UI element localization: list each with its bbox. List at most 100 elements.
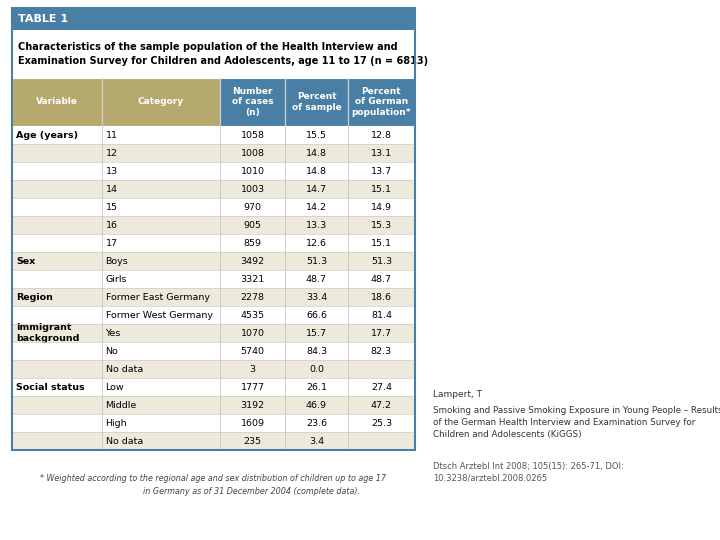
Bar: [12, 8, 415, 450]
Text: Region: Region: [16, 293, 53, 301]
Text: Former East Germany: Former East Germany: [106, 293, 210, 301]
Text: 12: 12: [106, 148, 117, 158]
Bar: [220, 78, 285, 126]
Bar: [12, 396, 415, 414]
Bar: [12, 126, 415, 144]
Text: 1777: 1777: [240, 382, 265, 392]
Text: 51.3: 51.3: [371, 256, 392, 266]
Bar: [12, 414, 415, 432]
Text: 17: 17: [106, 239, 117, 247]
Bar: [12, 30, 415, 78]
Bar: [12, 306, 415, 324]
Bar: [102, 78, 220, 126]
Text: 14.2: 14.2: [306, 202, 327, 212]
Text: 81.4: 81.4: [371, 310, 392, 320]
Text: 2278: 2278: [240, 293, 265, 301]
Text: 15: 15: [106, 202, 117, 212]
Text: Characteristics of the sample population of the Health Interview and
Examination: Characteristics of the sample population…: [18, 42, 428, 66]
Text: 66.6: 66.6: [306, 310, 327, 320]
Text: No: No: [106, 347, 118, 355]
Text: Boys: Boys: [106, 256, 128, 266]
Text: 14.8: 14.8: [306, 166, 327, 176]
Text: 14: 14: [106, 185, 117, 193]
Text: 23.6: 23.6: [306, 418, 327, 428]
Bar: [12, 234, 415, 252]
Text: 15.1: 15.1: [371, 239, 392, 247]
Bar: [12, 288, 415, 306]
Text: Low: Low: [106, 382, 124, 392]
Text: Immigrant
background: Immigrant background: [16, 323, 79, 343]
Bar: [12, 78, 102, 126]
Text: TABLE 1: TABLE 1: [18, 14, 68, 24]
Text: 1058: 1058: [240, 131, 265, 139]
Bar: [285, 78, 348, 126]
Bar: [348, 78, 415, 126]
Text: 0.0: 0.0: [309, 364, 324, 374]
Text: 82.3: 82.3: [371, 347, 392, 355]
Text: 970: 970: [243, 202, 261, 212]
Bar: [12, 162, 415, 180]
Text: 18.6: 18.6: [371, 293, 392, 301]
Text: 12.6: 12.6: [306, 239, 327, 247]
Text: 27.4: 27.4: [371, 382, 392, 392]
Text: 47.2: 47.2: [371, 401, 392, 409]
Text: 48.7: 48.7: [306, 274, 327, 284]
Text: Middle: Middle: [106, 401, 137, 409]
Bar: [12, 342, 415, 360]
Bar: [12, 180, 415, 198]
Text: 51.3: 51.3: [306, 256, 327, 266]
Text: 25.3: 25.3: [371, 418, 392, 428]
Text: 3: 3: [250, 364, 256, 374]
Text: Category: Category: [138, 98, 184, 106]
Bar: [12, 378, 415, 396]
Text: Age (years): Age (years): [16, 131, 78, 139]
Text: Social status: Social status: [16, 382, 85, 392]
Text: 1070: 1070: [240, 328, 265, 338]
Bar: [12, 252, 415, 270]
Text: 3.4: 3.4: [309, 436, 324, 446]
Text: 16: 16: [106, 220, 117, 230]
Text: 17.7: 17.7: [371, 328, 392, 338]
Text: Percent
of German
population*: Percent of German population*: [351, 87, 411, 117]
Text: 14.7: 14.7: [306, 185, 327, 193]
Bar: [12, 144, 415, 162]
Text: 15.7: 15.7: [306, 328, 327, 338]
Text: 3492: 3492: [240, 256, 265, 266]
Text: 13.1: 13.1: [371, 148, 392, 158]
Text: 5740: 5740: [240, 347, 265, 355]
Text: 12.8: 12.8: [371, 131, 392, 139]
Text: 1008: 1008: [240, 148, 265, 158]
Text: Lampert, T: Lampert, T: [433, 390, 482, 399]
Bar: [12, 216, 415, 234]
Text: No data: No data: [106, 364, 143, 374]
Text: Girls: Girls: [106, 274, 127, 284]
Text: * Weighted according to the regional age and sex distribution of children up to : * Weighted according to the regional age…: [40, 474, 387, 496]
Text: Former West Germany: Former West Germany: [106, 310, 212, 320]
Text: 1010: 1010: [240, 166, 265, 176]
Text: 13: 13: [106, 166, 117, 176]
Text: 3321: 3321: [240, 274, 265, 284]
Bar: [12, 432, 415, 450]
Text: Variable: Variable: [36, 98, 78, 106]
Bar: [12, 8, 415, 30]
Text: 859: 859: [243, 239, 261, 247]
Text: Sex: Sex: [16, 256, 35, 266]
Text: 905: 905: [243, 220, 261, 230]
Bar: [12, 324, 415, 342]
Text: 14.9: 14.9: [371, 202, 392, 212]
Text: 48.7: 48.7: [371, 274, 392, 284]
Text: 1609: 1609: [240, 418, 265, 428]
Text: 4535: 4535: [240, 310, 265, 320]
Text: 26.1: 26.1: [306, 382, 327, 392]
Text: 15.3: 15.3: [371, 220, 392, 230]
Text: 33.4: 33.4: [306, 293, 327, 301]
Text: No data: No data: [106, 436, 143, 446]
Bar: [12, 360, 415, 378]
Text: 14.8: 14.8: [306, 148, 327, 158]
Text: 235: 235: [243, 436, 262, 446]
Text: 46.9: 46.9: [306, 401, 327, 409]
Text: 84.3: 84.3: [306, 347, 327, 355]
Text: High: High: [106, 418, 127, 428]
Bar: [12, 198, 415, 216]
Text: 3192: 3192: [240, 401, 265, 409]
